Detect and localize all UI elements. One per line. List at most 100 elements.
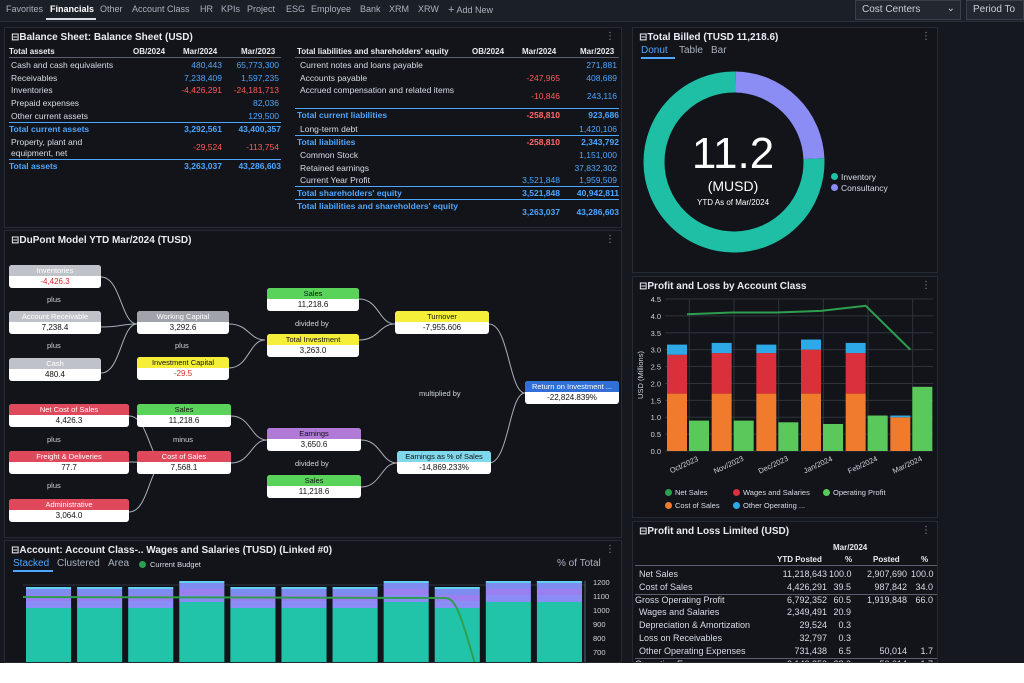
total-billed-panel: ⊟Total Billed (TUSD 11,218.6) ⋮ Donut Ta… [632, 27, 938, 273]
kebab-menu-icon[interactable]: ⋮ [921, 280, 931, 291]
node-sales-bottom[interactable]: Sales 11,218.6 [267, 475, 361, 498]
bar-segment [332, 589, 378, 595]
bar-segment [383, 589, 429, 595]
node-working-capital[interactable]: Working Capital 3,292.6 [137, 311, 229, 334]
table-row-label: Cash and cash equivalents [11, 60, 114, 70]
node-return-on-investment[interactable]: Return on Investment ... -22,824.839% [525, 381, 619, 404]
node-turnover[interactable]: Turnover -7,955.606 [395, 311, 489, 334]
table-cell: 1,959,509 [579, 175, 617, 185]
collapse-icon[interactable]: ⊟ [11, 545, 20, 556]
balance-sheet-panel: ⊟Balance Sheet: Balance Sheet (USD) ⋮ To… [4, 27, 622, 228]
node-total-investment[interactable]: Total Investment 3,263.0 [267, 334, 359, 357]
col-posted: Posted [873, 555, 900, 564]
assets-header-mar23: Mar/2023 [241, 47, 276, 56]
bar-segment [230, 587, 276, 589]
node-net-cost-of-sales[interactable]: Net Cost of Sales 4,426.3 [9, 404, 129, 427]
collapse-icon[interactable]: ⊟ [11, 32, 20, 43]
app-window: Favorites Financials Other Account Class… [0, 0, 1024, 663]
node-administrative[interactable]: Administrative 3,064.0 [9, 499, 129, 522]
table-cell: -29,524 [193, 142, 222, 152]
bar-segment [281, 587, 327, 589]
collapse-icon[interactable]: ⊟ [639, 526, 648, 537]
node-sales-mid[interactable]: Sales 11,218.6 [137, 404, 231, 427]
node-account-receivable[interactable]: Account Receivable 7,238.4 [9, 311, 101, 334]
kebab-menu-icon[interactable]: ⋮ [605, 234, 615, 245]
tab-employee[interactable]: Employee [311, 4, 352, 14]
legend-net-sales[interactable]: Net Sales [675, 488, 708, 497]
tab-donut[interactable]: Donut [641, 45, 668, 56]
bar-segment [536, 602, 582, 662]
col-pct: % [921, 555, 929, 564]
add-new-button[interactable]: + Add New [448, 4, 493, 16]
op-plus: plus [47, 341, 61, 350]
op-plus: plus [47, 295, 61, 304]
tab-table[interactable]: Table [679, 45, 703, 56]
cost-centers-select[interactable]: Cost Centers ⌄ [855, 0, 961, 20]
bar-segment [536, 583, 582, 589]
tab-bank[interactable]: Bank [360, 4, 381, 14]
tab-bar[interactable]: Bar [711, 45, 727, 56]
kebab-menu-icon[interactable]: ⋮ [921, 525, 931, 536]
collapse-icon[interactable]: ⊟ [11, 235, 20, 246]
legend-current-budget[interactable]: Current Budget [150, 560, 201, 569]
tab-project[interactable]: Project [247, 4, 276, 14]
bar-segment [281, 589, 327, 595]
table-cell: -258,810 [526, 137, 560, 147]
collapse-icon[interactable]: ⊟ [639, 281, 648, 292]
collapse-icon[interactable]: ⊟ [639, 32, 648, 43]
tab-esg[interactable]: ESG [286, 4, 306, 14]
kebab-menu-icon[interactable]: ⋮ [605, 31, 615, 42]
tab-other[interactable]: Other [100, 4, 123, 14]
top-nav: Favorites Financials Other Account Class… [0, 0, 1024, 22]
tab-clustered[interactable]: Clustered [57, 558, 100, 569]
legend-operating-profit[interactable]: Operating Profit [833, 488, 886, 497]
node-investment-capital[interactable]: Investment Capital -29.5 [137, 357, 229, 380]
table-row-label: Common Stock [300, 150, 359, 160]
bar-operating-profit [778, 422, 799, 451]
table-row-label: Total liabilities [297, 137, 356, 147]
pct-of-total-toggle[interactable]: % of Total [557, 558, 601, 569]
tab-stacked[interactable]: Stacked [13, 558, 50, 569]
y-tick-label: 1.0 [651, 413, 661, 422]
bar-segment [77, 587, 123, 589]
table-cell: 731,438 [794, 645, 827, 656]
kebab-menu-icon[interactable]: ⋮ [605, 544, 615, 555]
tab-xrm[interactable]: XRM [389, 4, 409, 14]
table-cell: 3,263,037 [522, 207, 560, 217]
period-to-button[interactable]: Period To [966, 0, 1024, 20]
tab-xrw[interactable]: XRW [418, 4, 439, 14]
legend-consultancy[interactable]: Consultancy [841, 183, 888, 193]
node-freight-deliveries[interactable]: Freight & Deliveries 77.7 [9, 451, 129, 474]
table-row-label: Other Operating Expenses [639, 645, 746, 656]
bar-cost-of-sales [756, 393, 777, 451]
table-cell: 20.9 [833, 607, 851, 618]
table-cell: 2,343,792 [581, 137, 619, 147]
legend-inventory[interactable]: Inventory [841, 172, 876, 182]
table-cell: 1.7 [911, 659, 933, 662]
tab-area[interactable]: Area [108, 558, 130, 569]
tab-account-class[interactable]: Account Class [132, 4, 190, 14]
assets-header-ob: OB/2024 [133, 47, 166, 56]
table-cell: 43,286,603 [238, 161, 281, 171]
tab-favorites[interactable]: Favorites [6, 4, 44, 14]
kebab-menu-icon[interactable]: ⋮ [921, 31, 931, 42]
tab-kpis[interactable]: KPIs [221, 4, 241, 14]
bar-segment [77, 589, 123, 595]
node-sales-top[interactable]: Sales 11,218.6 [267, 288, 359, 311]
node-cash[interactable]: Cash 480.4 [9, 358, 101, 381]
node-cost-of-sales[interactable]: Cost of Sales 7,568.1 [137, 451, 231, 474]
node-inventories[interactable]: Inventories -4,426.3 [9, 265, 101, 288]
table-row-label: Operating Expenses [635, 659, 717, 662]
node-earnings[interactable]: Earnings 3,650.6 [267, 428, 361, 451]
legend-wages-salaries[interactable]: Wages and Salaries [743, 488, 810, 497]
wages-panel: ⊟Account: Account Class-.. Wages and Sal… [4, 540, 622, 663]
y-tick: 1000 [593, 606, 610, 615]
legend-other-operating[interactable]: Other Operating ... [743, 501, 806, 510]
bar-cost-of-sales [845, 393, 866, 451]
tab-hr[interactable]: HR [200, 4, 213, 14]
node-earnings-pct-sales[interactable]: Earnings as % of Sales -14,869.233% [397, 451, 491, 474]
legend-cost-of-sales[interactable]: Cost of Sales [675, 501, 720, 510]
tab-financials[interactable]: Financials [50, 4, 95, 14]
bar-cost-of-sales [667, 393, 687, 451]
table-row-label: Accounts payable [300, 73, 368, 83]
